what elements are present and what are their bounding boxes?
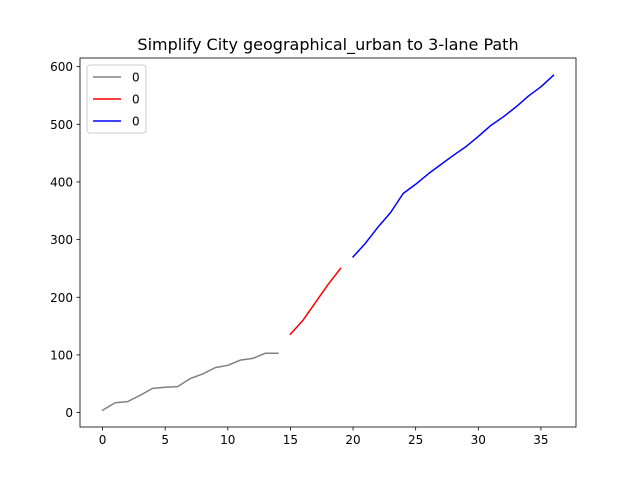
- legend-label-2: 0: [132, 93, 140, 107]
- y-tick-label: 600: [50, 60, 73, 74]
- x-tick-label: 30: [471, 433, 486, 447]
- y-tick-label: 300: [50, 233, 73, 247]
- y-tick-label: 0: [65, 406, 73, 420]
- y-tick-label: 200: [50, 291, 73, 305]
- plot-area: [101, 74, 555, 412]
- axes-frame: [79, 57, 577, 428]
- series-line-1: [101, 352, 279, 412]
- x-tick-label: 20: [345, 433, 360, 447]
- x-tick-label: 0: [99, 433, 107, 447]
- axes: 0 5 10 15 20 25 30 35 0 100 200 300 400 500 600: [50, 57, 577, 447]
- series-line-2: [289, 267, 342, 336]
- x-tick-label: 25: [408, 433, 423, 447]
- y-tick-label: 500: [50, 118, 73, 132]
- x-tick-label: 10: [220, 433, 235, 447]
- x-tick-label: 5: [161, 433, 169, 447]
- series-line-3: [351, 74, 555, 258]
- y-tick-label: 400: [50, 175, 73, 189]
- x-tick-label: 15: [283, 433, 298, 447]
- legend-label-1: 0: [132, 71, 140, 85]
- y-tick-label: 100: [50, 348, 73, 362]
- legend: 0 0 0: [86, 64, 147, 134]
- legend-label-3: 0: [132, 115, 140, 129]
- chart-title: Simplify City geographical_urban to 3-la…: [137, 35, 518, 55]
- x-tick-label: 35: [533, 433, 548, 447]
